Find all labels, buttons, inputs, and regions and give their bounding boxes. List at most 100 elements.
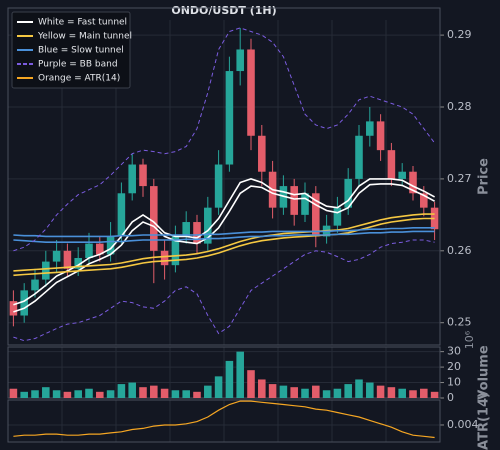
indicator-line <box>13 217 435 277</box>
candle-body <box>106 236 115 255</box>
y-axis-label: Volume <box>477 345 492 400</box>
legend-label: White = Fast tunnel <box>38 18 127 28</box>
volume-bar <box>182 390 190 398</box>
y-tick-label: 20 <box>447 360 461 373</box>
volume-bar <box>366 382 374 398</box>
volume-bar <box>333 388 342 398</box>
legend-label: Yellow = Main tunnel <box>37 32 132 42</box>
candle-body <box>63 250 72 269</box>
volume-bar <box>420 388 428 398</box>
volume-bar <box>268 384 277 398</box>
candle-body <box>301 193 309 215</box>
indicator-line <box>13 183 435 313</box>
panel-frame <box>7 7 441 346</box>
indicator-line <box>13 227 435 238</box>
y-tick-label: 0.004 <box>447 418 479 431</box>
candle-body <box>204 207 212 244</box>
y-tick-label: 30 <box>447 345 461 358</box>
candle-body <box>20 290 28 316</box>
y-tick-label: 0.29 <box>447 28 472 41</box>
candle-body <box>398 171 406 179</box>
candle-body <box>366 121 374 136</box>
legend-label: Orange = ATR(14) <box>38 74 120 84</box>
candle-body <box>376 121 385 151</box>
indicator-line <box>13 178 435 306</box>
candle-body <box>247 49 255 136</box>
volume-bar <box>409 390 417 398</box>
candle-body <box>117 193 126 237</box>
candle-body <box>31 279 39 291</box>
volume-bar <box>301 388 309 398</box>
candle-body <box>150 186 158 251</box>
candle-body <box>9 301 18 316</box>
volume-bar <box>204 385 212 398</box>
candle-body <box>128 164 136 194</box>
candle-body <box>236 49 244 72</box>
y-tick-label: 0.27 <box>447 172 472 185</box>
y-tick-label: 0 <box>447 391 454 404</box>
volume-bar <box>376 385 385 398</box>
candle-body <box>258 135 266 172</box>
y-axis-label: Price <box>477 158 492 195</box>
candle-body <box>355 135 363 179</box>
candle-body <box>52 250 61 262</box>
volume-bar <box>96 391 104 398</box>
candle-body <box>420 193 428 208</box>
y-axis-label: ATR(14) <box>477 392 492 450</box>
candle-body <box>42 261 50 280</box>
volume-bar <box>63 391 72 398</box>
volume-bar <box>312 385 320 398</box>
atr-line <box>13 400 435 439</box>
volume-bar <box>236 351 244 398</box>
volume-bar <box>160 388 169 398</box>
indicator-line <box>13 239 435 342</box>
volume-bar <box>225 360 234 398</box>
candle-body <box>193 222 201 244</box>
volume-bar <box>344 384 352 398</box>
candle-body <box>85 243 93 258</box>
volume-bar <box>290 387 298 398</box>
volume-bar <box>20 391 28 398</box>
volume-bar <box>106 390 115 398</box>
volume-bar <box>398 388 406 398</box>
volume-bar <box>139 387 147 398</box>
candle-body <box>344 178 352 208</box>
volume-bar <box>355 379 363 398</box>
y-tick-label: 0.28 <box>447 100 472 113</box>
legend-label: Blue = Slow tunnel <box>38 46 124 56</box>
candle-body <box>333 207 342 226</box>
candle-body <box>409 171 417 194</box>
panel-frame <box>7 399 441 443</box>
legend-label: Purple = BB band <box>38 60 118 70</box>
volume-bar <box>387 387 396 398</box>
volume-bar <box>42 387 50 398</box>
candle-body <box>225 71 234 165</box>
y-tick-label: 0.26 <box>447 244 472 257</box>
volume-bar <box>279 385 288 398</box>
candle-body <box>139 164 147 187</box>
volume-bar <box>322 390 331 398</box>
candle-body <box>171 236 180 266</box>
candle-body <box>387 150 396 179</box>
axis-offset-label: 10⁶ <box>463 330 476 349</box>
indicator-line <box>13 230 435 243</box>
chart-title: ONDO/USDT (1H) <box>171 4 276 17</box>
volume-bar <box>85 388 93 398</box>
y-tick-label: 0.25 <box>447 316 472 329</box>
candle-body <box>290 186 298 215</box>
y-tick-label: 10 <box>447 376 461 389</box>
volume-bar <box>9 388 18 398</box>
legend-box <box>11 11 131 89</box>
candle-body <box>74 257 82 269</box>
indicator-line <box>13 213 435 272</box>
volume-bar <box>74 390 82 398</box>
volume-bar <box>247 370 255 398</box>
panel-frame <box>7 346 441 399</box>
volume-bar <box>171 390 180 398</box>
volume-bar <box>193 391 201 398</box>
volume-bar <box>31 390 39 398</box>
candle-body <box>96 243 104 255</box>
volume-bar <box>258 379 266 398</box>
candle-body <box>182 222 190 237</box>
